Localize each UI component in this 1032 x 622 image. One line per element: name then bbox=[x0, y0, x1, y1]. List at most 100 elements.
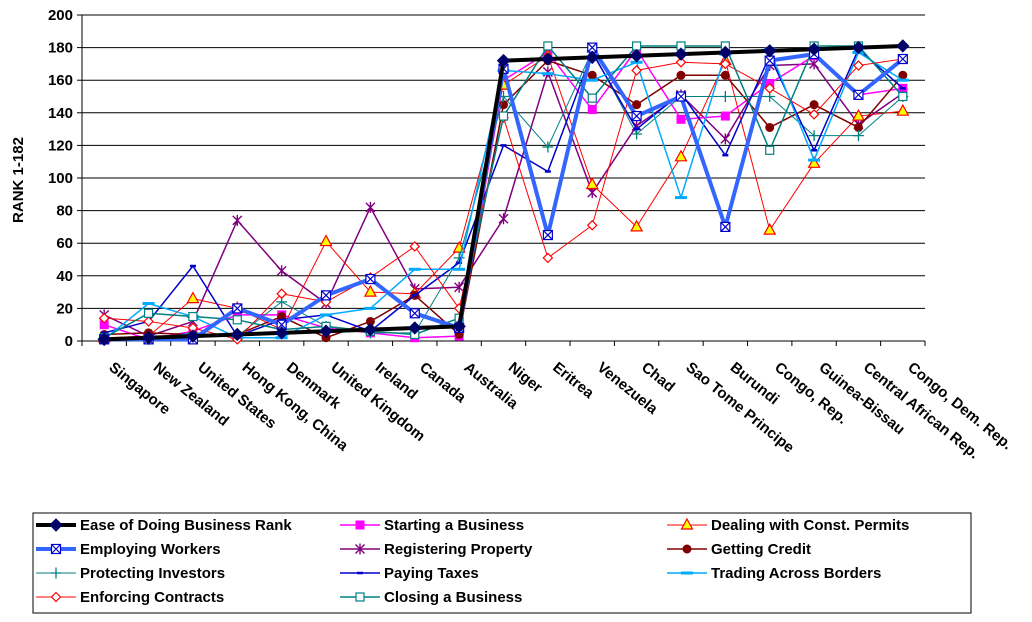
data-point bbox=[851, 40, 866, 55]
point-marker bbox=[587, 70, 597, 80]
data-point bbox=[319, 234, 333, 247]
legend-item: Enforcing Contracts bbox=[36, 589, 224, 606]
data-point bbox=[853, 122, 863, 132]
point-marker bbox=[808, 130, 820, 142]
data-point bbox=[365, 201, 376, 213]
legend-label: Ease of Doing Business Rank bbox=[80, 517, 292, 534]
point-marker bbox=[632, 41, 642, 51]
point-marker bbox=[319, 324, 333, 338]
data-point bbox=[143, 316, 154, 327]
data-point bbox=[496, 53, 511, 68]
point-marker bbox=[587, 105, 597, 115]
data-point bbox=[541, 52, 555, 66]
point-marker bbox=[629, 49, 644, 63]
legend-item: Getting Credit bbox=[667, 541, 811, 558]
point-marker bbox=[675, 56, 687, 68]
point-marker bbox=[232, 310, 242, 320]
point-marker bbox=[720, 111, 730, 121]
point-marker bbox=[408, 321, 422, 335]
y-tick-label: 200 bbox=[48, 7, 73, 24]
point-marker bbox=[807, 156, 821, 168]
data-point bbox=[98, 312, 110, 324]
data-point bbox=[542, 66, 553, 78]
data-point bbox=[587, 105, 597, 115]
data-point bbox=[454, 281, 465, 293]
y-tick-label: 40 bbox=[56, 268, 73, 285]
legend-item: Registering Property bbox=[340, 541, 533, 558]
y-tick-label: 0 bbox=[65, 333, 73, 350]
data-point bbox=[319, 324, 333, 338]
data-point bbox=[186, 329, 200, 343]
data-point bbox=[719, 91, 731, 102]
legend-label: Protecting Investors bbox=[80, 565, 225, 582]
point-marker bbox=[630, 219, 644, 232]
point-marker bbox=[542, 141, 554, 153]
point-marker bbox=[97, 332, 111, 347]
point-marker bbox=[808, 109, 820, 120]
legend: Ease of Doing Business Rank Starting a Bu… bbox=[32, 512, 972, 614]
data-point bbox=[452, 319, 466, 334]
point-marker bbox=[853, 122, 863, 132]
point-marker bbox=[498, 213, 509, 225]
data-point bbox=[186, 291, 200, 304]
point-marker bbox=[897, 54, 908, 64]
data-point bbox=[720, 221, 731, 232]
point-marker bbox=[363, 322, 378, 337]
data-point bbox=[188, 311, 198, 322]
data-point bbox=[409, 241, 421, 252]
data-point bbox=[680, 517, 694, 530]
point-marker bbox=[853, 89, 864, 100]
point-marker bbox=[542, 66, 553, 78]
data-point bbox=[674, 47, 688, 61]
point-marker bbox=[807, 42, 821, 56]
point-marker bbox=[365, 316, 375, 326]
data-point bbox=[49, 518, 63, 532]
data-point bbox=[542, 229, 553, 241]
data-point bbox=[363, 284, 377, 297]
point-marker bbox=[682, 544, 692, 554]
data-point bbox=[630, 219, 644, 232]
point-marker bbox=[541, 52, 555, 66]
point-marker bbox=[232, 214, 243, 226]
point-marker bbox=[763, 222, 777, 235]
data-point bbox=[809, 100, 819, 110]
legend-item: Ease of Doing Business Rank bbox=[36, 517, 292, 534]
legend-label: Trading Across Borders bbox=[711, 565, 881, 582]
data-point bbox=[355, 520, 365, 530]
series-ease-of-doing-business-rank bbox=[97, 39, 910, 347]
data-point bbox=[355, 592, 365, 602]
y-tick-label: 140 bbox=[48, 105, 73, 122]
data-point bbox=[629, 49, 644, 63]
data-point bbox=[676, 70, 686, 80]
data-point bbox=[143, 308, 154, 318]
y-tick-label: 20 bbox=[56, 300, 73, 317]
data-point bbox=[720, 70, 730, 80]
point-marker bbox=[454, 281, 465, 293]
series-lines bbox=[97, 39, 910, 347]
point-marker bbox=[452, 319, 466, 334]
point-marker bbox=[585, 177, 599, 190]
data-point bbox=[675, 56, 687, 68]
data-point bbox=[542, 252, 554, 264]
point-marker bbox=[143, 308, 154, 318]
y-tick-label: 160 bbox=[48, 72, 73, 89]
point-marker bbox=[585, 50, 599, 65]
point-marker bbox=[230, 327, 244, 342]
point-marker bbox=[764, 83, 776, 94]
data-point bbox=[631, 110, 642, 122]
point-marker bbox=[851, 40, 866, 55]
data-point bbox=[808, 130, 820, 142]
data-point bbox=[853, 89, 864, 100]
point-marker bbox=[674, 47, 688, 61]
point-marker bbox=[355, 543, 365, 555]
data-point bbox=[498, 213, 509, 225]
point-marker bbox=[719, 91, 731, 102]
y-tick-label: 180 bbox=[48, 40, 73, 57]
point-marker bbox=[898, 91, 908, 102]
point-marker bbox=[587, 93, 597, 103]
point-marker bbox=[719, 58, 731, 70]
point-marker bbox=[765, 145, 775, 155]
point-marker bbox=[50, 567, 62, 579]
